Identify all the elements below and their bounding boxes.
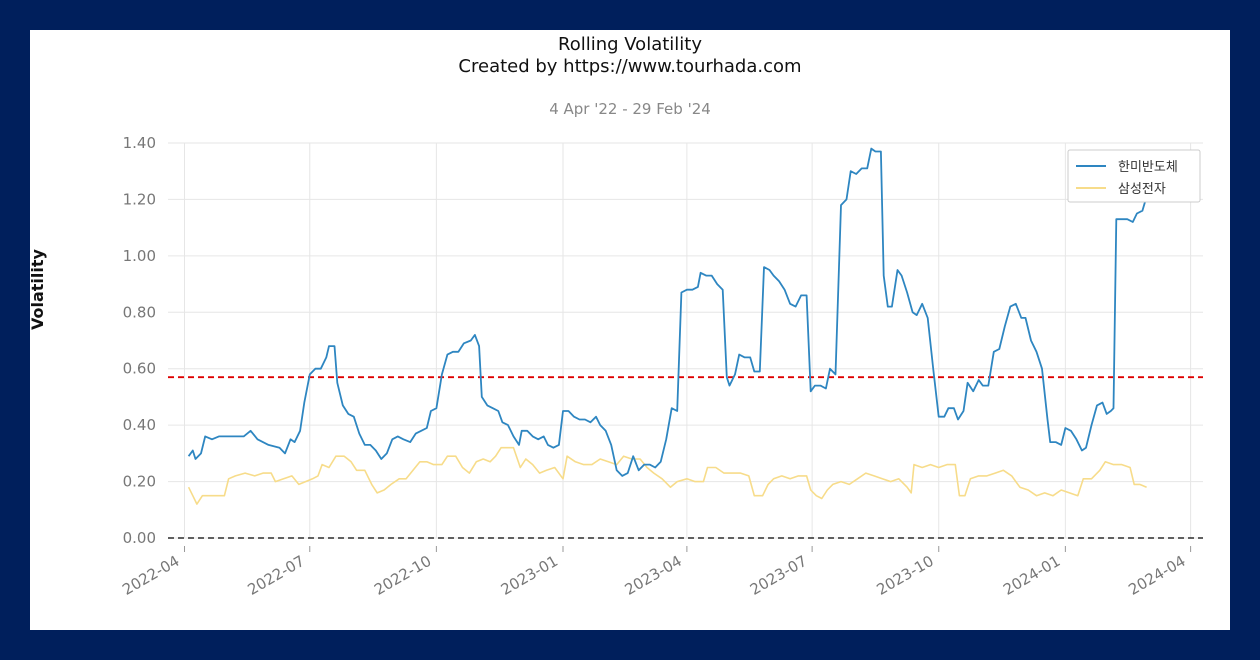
y-tick-label: 0.80: [123, 303, 156, 321]
line-chart: 0.00 0.20 0.40 0.60 0.80 1.00 1.20 1.40 2022-04 2…: [119, 134, 1203, 599]
chart-subtitle: Created by https://www.tourhada.com: [458, 56, 802, 77]
x-tick-label: 2023-04: [622, 552, 685, 599]
x-tick-label: 2022-10: [371, 552, 434, 599]
legend-label: 한미반도체: [1118, 160, 1178, 175]
legend-label: 삼성전자: [1118, 182, 1166, 197]
series-line-hanmi: [187, 147, 1148, 477]
y-tick-label: 0.40: [123, 416, 156, 434]
y-tick-label: 0.20: [123, 473, 156, 491]
y-tick-label: 0.60: [123, 360, 156, 378]
y-tick-label: 1.00: [123, 247, 156, 265]
x-tick-label: 2023-10: [873, 552, 936, 599]
x-tick-label: 2022-04: [119, 552, 182, 599]
x-tick-label: 2024-01: [1000, 552, 1063, 599]
x-tick-label: 2023-07: [747, 552, 810, 599]
y-tick-label: 1.40: [123, 134, 156, 152]
x-tick-label: 2022-07: [244, 552, 307, 599]
y-tick-label: 0.00: [123, 529, 156, 547]
x-tick-label: 2023-01: [498, 552, 561, 599]
chart-title: Rolling Volatility: [558, 34, 702, 55]
y-tick-label: 1.20: [123, 190, 156, 208]
date-range-label: 4 Apr '22 - 29 Feb '24: [549, 100, 711, 118]
series-line-samsung: [187, 446, 1147, 505]
x-tick-label: 2024-04: [1125, 552, 1188, 599]
chart-panel: Rolling Volatility Created by https://ww…: [28, 30, 1230, 630]
